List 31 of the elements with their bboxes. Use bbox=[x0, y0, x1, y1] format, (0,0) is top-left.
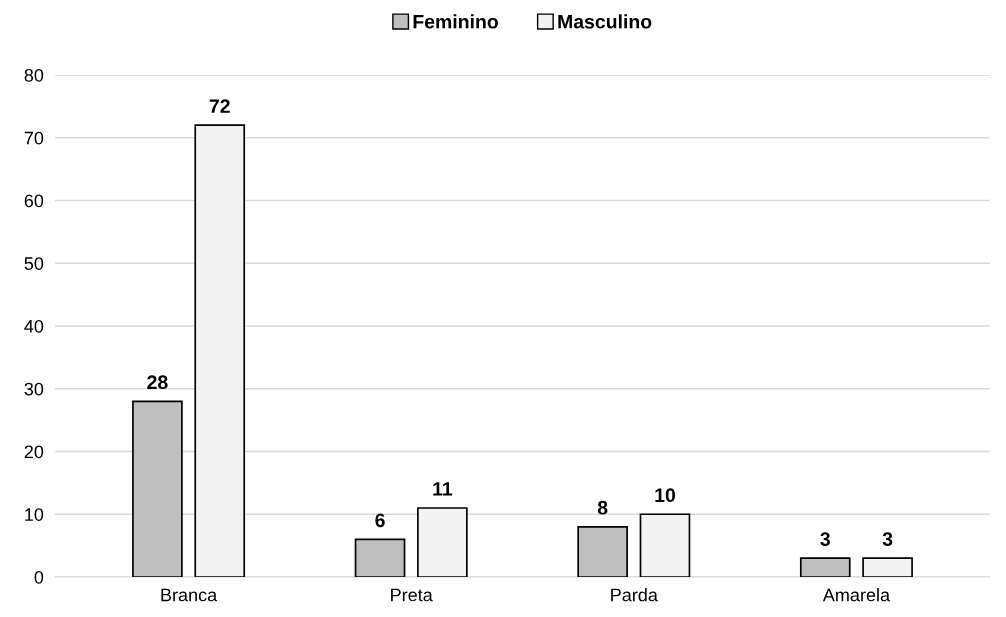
x-tick-label: Parda bbox=[611, 588, 658, 602]
y-tick-label: 0 bbox=[34, 570, 44, 584]
x-tick-label: Preta bbox=[391, 588, 433, 602]
data-label: 8 bbox=[597, 500, 608, 515]
y-tick-label: 50 bbox=[24, 257, 44, 270]
data-label: 3 bbox=[820, 532, 830, 547]
bar bbox=[862, 557, 913, 577]
data-label: 11 bbox=[433, 482, 453, 496]
bar bbox=[354, 538, 406, 577]
y-tick-label: 20 bbox=[24, 445, 44, 459]
legend-label: Feminino bbox=[413, 14, 498, 29]
bar bbox=[194, 124, 246, 577]
bar bbox=[577, 525, 628, 577]
data-label: 3 bbox=[882, 532, 893, 547]
y-tick-label: 10 bbox=[25, 508, 44, 521]
bar bbox=[132, 400, 183, 577]
y-tick-label: 60 bbox=[24, 194, 44, 208]
y-tick-label: 30 bbox=[24, 382, 44, 396]
bar bbox=[799, 557, 851, 577]
x-tick-label: Branca bbox=[161, 588, 218, 602]
data-label: 28 bbox=[147, 375, 168, 390]
bar bbox=[417, 507, 468, 577]
y-tick-label: 80 bbox=[24, 68, 44, 82]
data-label: 72 bbox=[209, 99, 230, 113]
y-tick-label: 40 bbox=[24, 319, 44, 333]
y-tick-label: 70 bbox=[24, 131, 44, 145]
x-tick-label: Amarela bbox=[822, 588, 891, 602]
data-label: 6 bbox=[375, 513, 385, 528]
data-label: 10 bbox=[655, 488, 675, 503]
bar bbox=[639, 513, 691, 577]
legend-label: Masculino bbox=[558, 14, 652, 29]
